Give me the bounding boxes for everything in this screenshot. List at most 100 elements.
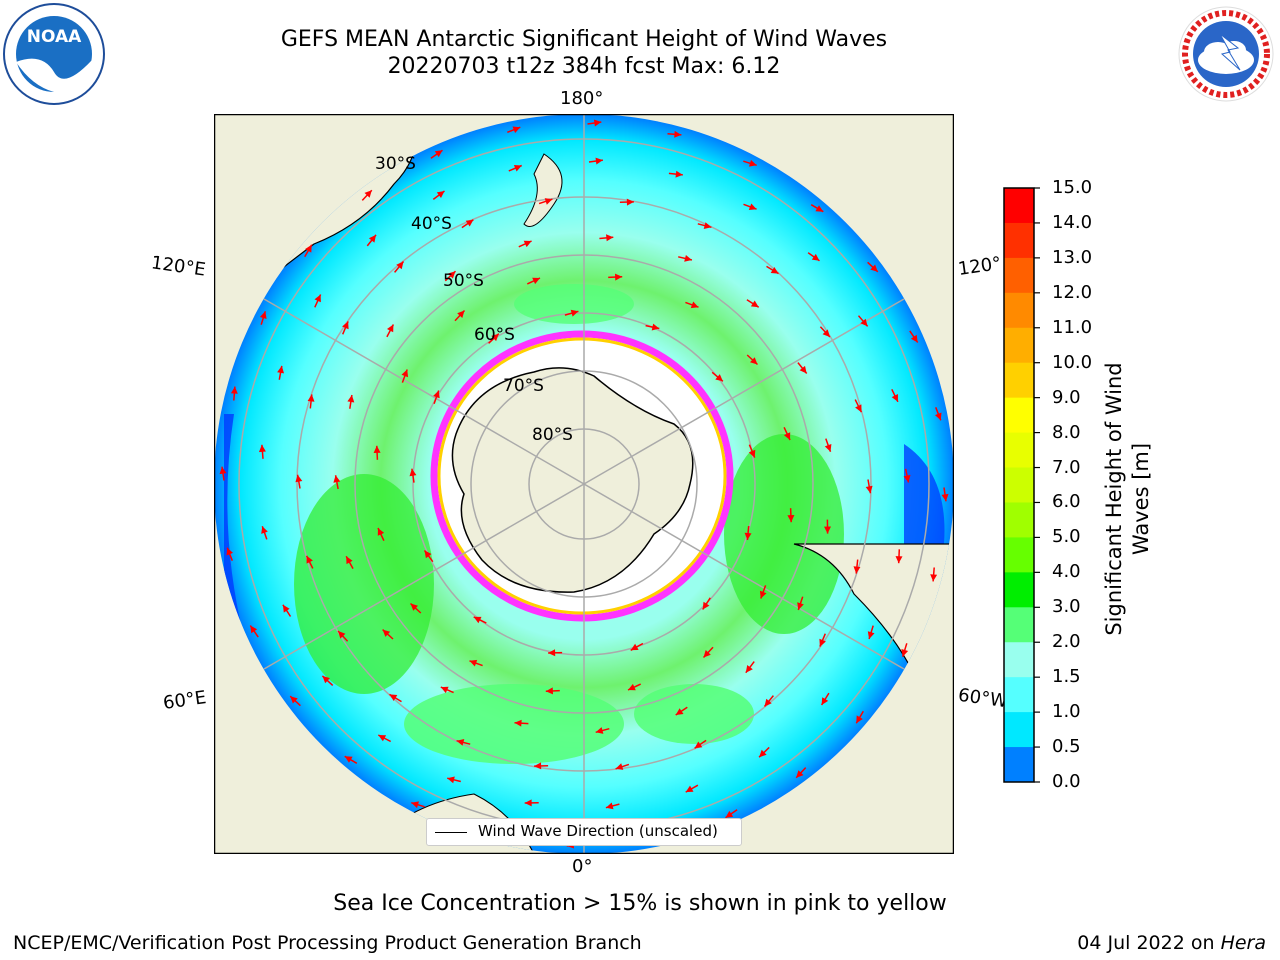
wind-wave-arrow-head xyxy=(715,374,723,382)
colorbar-band xyxy=(1004,188,1034,224)
wind-wave-arrow-head xyxy=(930,574,938,582)
lat-label-60s: 60°S xyxy=(474,325,515,345)
wind-wave-arrow-head xyxy=(759,749,767,758)
wind-wave-arrow-head xyxy=(473,616,482,624)
wind-wave-arrow-head xyxy=(811,253,820,261)
wave-patch-north xyxy=(514,284,634,324)
colorbar-tick-label: 2.0 xyxy=(1052,631,1081,653)
wind-wave-arrow-head xyxy=(333,475,341,483)
wind-wave-arrow-head xyxy=(368,234,376,243)
wind-wave-arrow-head xyxy=(690,301,699,309)
wind-wave-arrow-head xyxy=(819,638,826,647)
wind-wave-arrow-head xyxy=(513,165,522,172)
wind-wave-arrow-head xyxy=(382,629,391,637)
footer-branch: NCEP/EMC/Verification Post Processing Pr… xyxy=(13,932,642,954)
colorbar-tick-label: 7.0 xyxy=(1052,456,1081,478)
wind-wave-arrow-head xyxy=(387,324,394,333)
wind-wave-arrow-head xyxy=(941,493,949,502)
wind-wave-arrow-head xyxy=(226,547,233,556)
wind-wave-arrow-head xyxy=(744,532,752,540)
wind-wave-arrow-head xyxy=(544,198,553,205)
lon-label-0: 0° xyxy=(572,856,593,877)
wind-wave-arrow-head xyxy=(338,631,346,639)
wind-wave-arrow-head xyxy=(410,603,418,611)
wind-wave-arrow-head xyxy=(626,198,634,206)
wind-wave-arrow-head xyxy=(250,625,258,634)
wind-wave-arrow-head xyxy=(377,528,385,536)
wave-patch-west xyxy=(294,474,434,694)
wind-wave-arrow-head xyxy=(219,466,227,475)
footer-date: 04 Jul 2022 on Hera xyxy=(1077,932,1266,954)
wind-wave-arrow-head xyxy=(860,318,868,327)
colorbar-tick-label: 13.0 xyxy=(1052,246,1093,268)
wind-wave-arrow-head xyxy=(910,334,918,343)
wind-wave-arrow-head xyxy=(651,323,660,331)
colorbar-label: Significant Height of Wind Waves [m] xyxy=(1101,329,1155,669)
wind-wave-arrow-head xyxy=(685,785,694,793)
colorbar-band xyxy=(1004,432,1034,469)
colorbar-band xyxy=(1004,327,1034,364)
colorbar-band xyxy=(1004,537,1034,573)
colorbar-band xyxy=(1004,677,1034,713)
colorbar-band xyxy=(1004,292,1034,329)
wind-wave-arrow-head xyxy=(306,555,313,564)
lon-label-60e: 60°E xyxy=(161,687,208,714)
wind-wave-arrow-head xyxy=(694,741,703,749)
wind-wave-arrow-head xyxy=(342,321,349,330)
wind-wave-arrow-head xyxy=(290,696,298,704)
colorbar-band xyxy=(1004,257,1034,294)
wind-wave-arrow-head xyxy=(411,801,419,809)
wind-wave-arrow-head xyxy=(783,432,791,440)
wind-wave-arrow-head xyxy=(258,444,266,453)
wind-wave-arrow-head xyxy=(703,650,711,658)
wind-wave-arrow-head xyxy=(524,799,532,807)
wind-wave-arrow-head xyxy=(853,566,861,574)
map-frame xyxy=(214,114,954,854)
wind-wave-arrow-head xyxy=(675,170,683,178)
wind-wave-arrow-head xyxy=(821,697,829,705)
colorbar-tick-label: 14.0 xyxy=(1052,211,1093,233)
wind-wave-arrow-head xyxy=(702,601,710,610)
wind-wave-arrow-head xyxy=(824,444,832,452)
wind-wave-arrow-head xyxy=(815,205,824,212)
wind-wave-arrow-head xyxy=(703,222,712,229)
wind-wave-arrow-head xyxy=(545,687,553,695)
colorbar-tick-label: 11.0 xyxy=(1052,316,1093,338)
colorbar-tick-label: 1.5 xyxy=(1052,666,1081,688)
noaa-logo-text: NOAA xyxy=(27,27,82,47)
lat-label-80s: 80°S xyxy=(532,425,573,445)
wind-wave-arrow-head xyxy=(870,264,878,272)
wind-wave-arrow-head xyxy=(259,311,267,319)
colorbar-tick-label: 5.0 xyxy=(1052,526,1081,548)
low-wave-edge-east xyxy=(904,444,945,544)
wind-wave-arrow-head xyxy=(824,526,831,534)
wind-wave-arrow-head xyxy=(750,357,758,365)
wind-wave-arrow-head xyxy=(512,126,521,133)
colorbar-frame xyxy=(1003,187,1035,783)
wind-wave-arrow-head xyxy=(346,556,353,565)
wind-wave-arrow-head xyxy=(787,515,795,523)
wind-wave-arrow-head xyxy=(469,659,478,667)
wind-wave-arrow-head xyxy=(373,445,381,453)
colorbar-tick-label: 0.0 xyxy=(1052,771,1081,792)
wind-wave-arrow-head xyxy=(344,756,353,763)
nws-logo xyxy=(1178,6,1274,102)
lat-label-30s: 30°S xyxy=(375,154,416,174)
wind-wave-arrow-head xyxy=(674,130,682,138)
wind-wave-arrow-head xyxy=(675,708,684,715)
map-legend: Wind Wave Direction (unscaled) xyxy=(426,818,742,846)
wind-wave-arrows xyxy=(219,119,949,849)
wind-wave-arrow-head xyxy=(440,686,449,694)
colorbar-band xyxy=(1004,642,1034,678)
colorbar-tick-label: 9.0 xyxy=(1052,386,1081,408)
colorbar-tick-label: 3.0 xyxy=(1052,596,1081,618)
colorbar-label-line1: Significant Height of Wind xyxy=(1102,362,1126,636)
colorbar-band xyxy=(1004,467,1034,503)
wind-wave-arrow-head xyxy=(389,694,398,701)
wind-wave-arrow-head xyxy=(447,776,455,784)
wind-wave-arrow-head xyxy=(630,643,639,651)
lat-label-50s: 50°S xyxy=(443,271,484,291)
colorbar-label-line2: Waves [m] xyxy=(1129,442,1153,556)
colorbar-tick-label: 4.0 xyxy=(1052,561,1081,583)
colorbar-ticks: 15.0 14.0 13.0 12.0 11.0 10.0 9.0 8.0 7.0 6.0 5.0 4… xyxy=(1052,177,1102,792)
